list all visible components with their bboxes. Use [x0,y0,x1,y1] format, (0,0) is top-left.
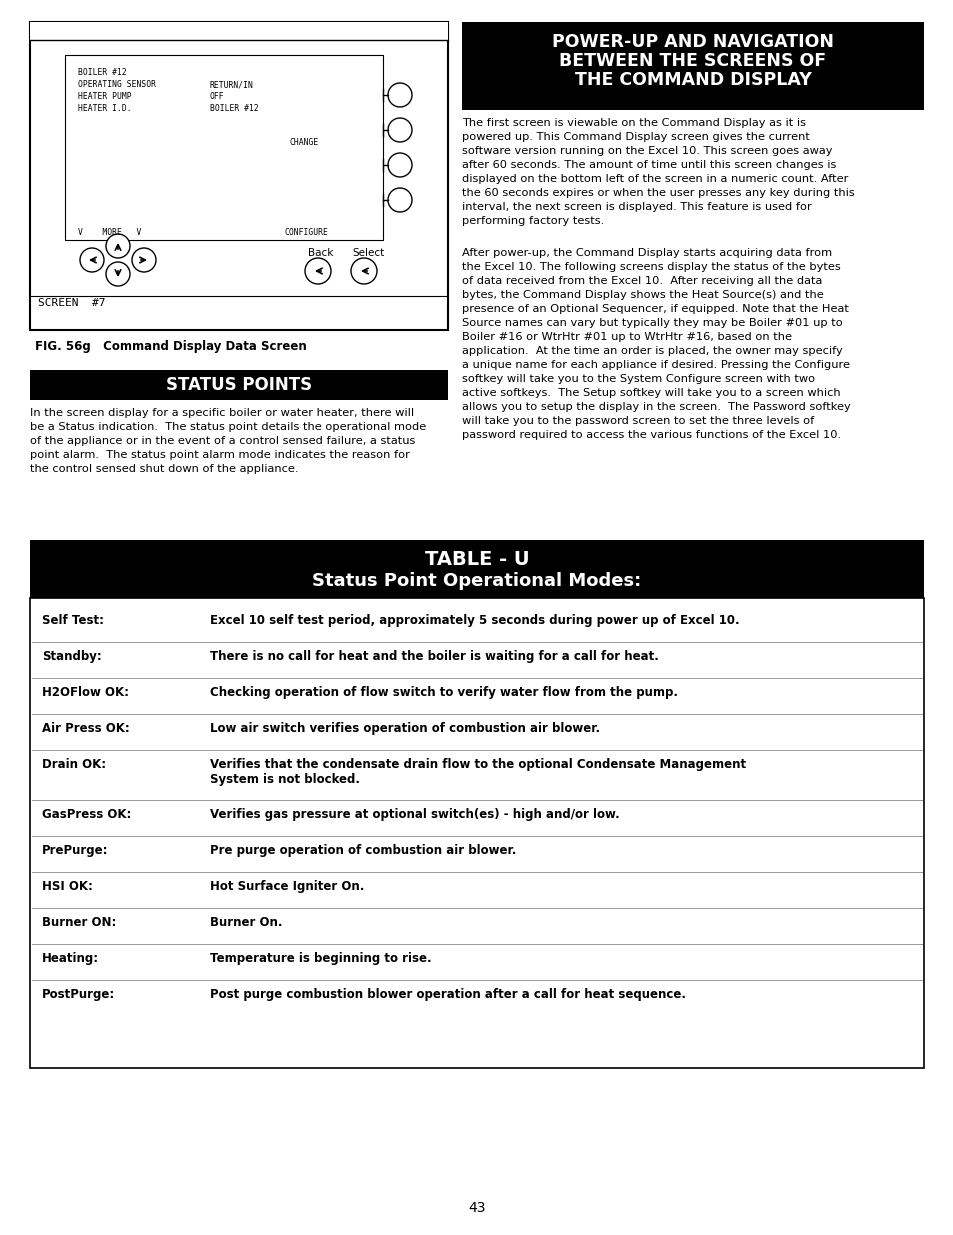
Bar [30,598,923,1068]
Text: Drain OK:: Drain OK: [42,758,106,771]
Circle shape [106,262,130,287]
Text: Hot Surface Igniter On.: Hot Surface Igniter On. [210,881,364,893]
Bar [30,540,923,598]
Text: Verifies gas pressure at optional switch(es) - high and/or low.: Verifies gas pressure at optional switch… [210,808,619,821]
Bar [461,22,923,110]
Circle shape [388,119,412,142]
Text: Low air switch verifies operation of combustion air blower.: Low air switch verifies operation of com… [210,722,599,735]
Text: Self Test:: Self Test: [42,614,104,627]
Bar [30,22,448,40]
Text: Temperature is beginning to rise.: Temperature is beginning to rise. [210,952,431,965]
Text: Post purge combustion blower operation after a call for heat sequence.: Post purge combustion blower operation a… [210,988,685,1002]
Text: Verifies that the condensate drain flow to the optional Condensate Management
Sy: Verifies that the condensate drain flow … [210,758,745,785]
Text: There is no call for heat and the boiler is waiting for a call for heat.: There is no call for heat and the boiler… [210,650,659,663]
Text: GasPress OK:: GasPress OK: [42,808,132,821]
Text: OFF: OFF [210,91,224,101]
Text: Burner ON:: Burner ON: [42,916,116,929]
Text: Standby:: Standby: [42,650,102,663]
Bar [65,56,382,240]
Text: SCREEN  #7: SCREEN #7 [38,298,106,308]
Text: TABLE - U: TABLE - U [424,550,529,569]
Circle shape [132,248,156,272]
Text: OPERATING SENSOR: OPERATING SENSOR [78,80,156,89]
Bar [30,370,448,400]
Circle shape [106,233,130,258]
Text: Status Point Operational Modes:: Status Point Operational Modes: [312,572,641,590]
Circle shape [305,258,331,284]
Text: Air Press OK:: Air Press OK: [42,722,130,735]
Text: Burner On.: Burner On. [210,916,282,929]
Circle shape [80,248,104,272]
Text: THE COMMAND DISPLAY: THE COMMAND DISPLAY [574,70,810,89]
Text: Back: Back [308,248,333,258]
Text: BETWEEN THE SCREENS OF: BETWEEN THE SCREENS OF [558,52,825,70]
Text: FIG. 56g   Command Display Data Screen: FIG. 56g Command Display Data Screen [35,340,307,353]
Circle shape [388,153,412,177]
Text: Select: Select [352,248,384,258]
Text: Pre purge operation of combustion air blower.: Pre purge operation of combustion air bl… [210,844,516,857]
Text: V    MORE   V: V MORE V [78,228,141,237]
Circle shape [388,83,412,107]
Text: HEATER PUMP: HEATER PUMP [78,91,132,101]
Text: H2OFlow OK:: H2OFlow OK: [42,685,129,699]
Text: BOILER #12: BOILER #12 [78,68,127,77]
Text: Checking operation of flow switch to verify water flow from the pump.: Checking operation of flow switch to ver… [210,685,678,699]
Circle shape [388,188,412,212]
Text: Excel 10 self test period, approximately 5 seconds during power up of Excel 10.: Excel 10 self test period, approximately… [210,614,739,627]
Text: CHANGE: CHANGE [290,138,319,147]
Text: PrePurge:: PrePurge: [42,844,109,857]
Text: After power-up, the Command Display starts acquiring data from
the Excel 10. The: After power-up, the Command Display star… [461,248,850,440]
Text: HEATER I.D.: HEATER I.D. [78,104,132,112]
Text: HSI OK:: HSI OK: [42,881,92,893]
Text: BOILER #12: BOILER #12 [210,104,258,112]
Text: Heating:: Heating: [42,952,99,965]
Text: In the screen display for a specific boiler or water heater, there will
be a Sta: In the screen display for a specific boi… [30,408,426,474]
Text: PostPurge:: PostPurge: [42,988,115,1002]
Text: 43: 43 [468,1200,485,1215]
Circle shape [351,258,376,284]
Text: STATUS POINTS: STATUS POINTS [166,375,312,394]
Text: POWER-UP AND NAVIGATION: POWER-UP AND NAVIGATION [552,33,833,51]
Text: RETURN/IN: RETURN/IN [210,80,253,89]
Bar [30,22,448,330]
Text: CONFIGURE: CONFIGURE [285,228,329,237]
Text: The first screen is viewable on the Command Display as it is
powered up. This Co: The first screen is viewable on the Comm… [461,119,854,226]
